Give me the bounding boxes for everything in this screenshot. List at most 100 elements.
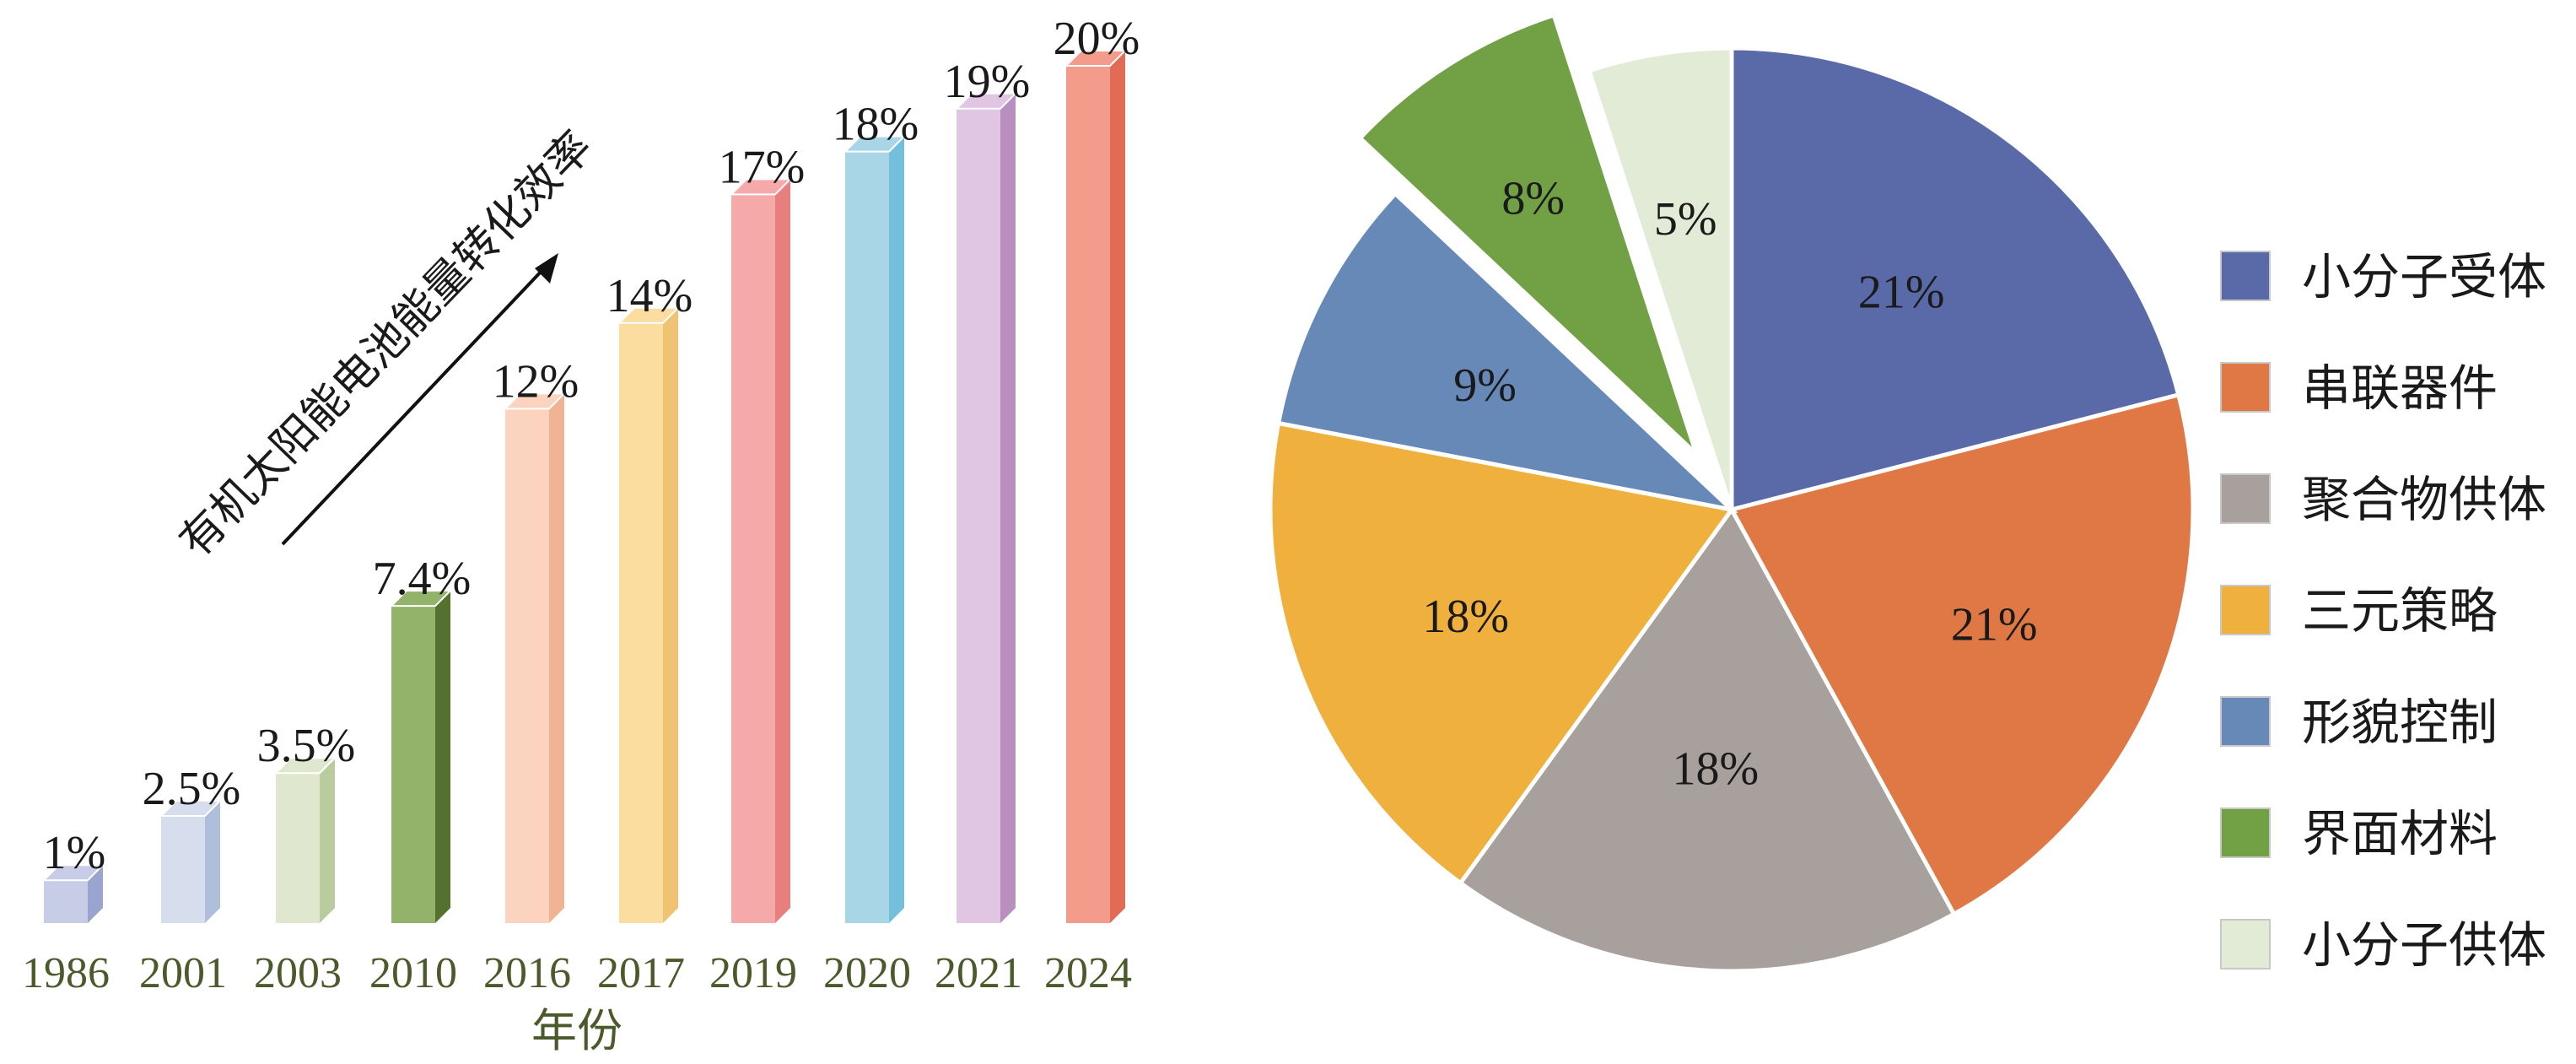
bar-top-1986 bbox=[41, 864, 105, 882]
x-tick-label: 2003 bbox=[254, 949, 342, 997]
bar-2001 bbox=[159, 800, 223, 923]
legend-item: 小分子受体 bbox=[2220, 248, 2546, 305]
bar-top-2021 bbox=[954, 92, 1018, 110]
pie-slice-4 bbox=[1268, 420, 1736, 887]
pie-slice-label: 21% bbox=[1951, 599, 2038, 651]
bar-side-2021 bbox=[1000, 93, 1016, 924]
pie-slice-label: 9% bbox=[1453, 359, 1517, 412]
legend-swatch bbox=[2220, 251, 2271, 301]
bar-side-2019 bbox=[775, 179, 790, 923]
bar-side-2001 bbox=[205, 801, 220, 923]
bar-2017 bbox=[617, 306, 681, 923]
legend-label: 三元策略 bbox=[2302, 582, 2498, 640]
pie-slice-label: 18% bbox=[1672, 743, 1759, 796]
pie-slice-label: 21% bbox=[1858, 267, 1945, 319]
pie-slice-5 bbox=[1275, 191, 1738, 514]
bar-value-label: 7.4% bbox=[373, 553, 472, 605]
legend-swatch bbox=[2220, 585, 2271, 635]
bar-2021 bbox=[954, 92, 1018, 924]
bar-side-2010 bbox=[435, 591, 450, 923]
bar-value-label: 19% bbox=[944, 56, 1031, 108]
legend-item: 界面材料 bbox=[2220, 805, 2498, 862]
legend-swatch bbox=[2220, 807, 2271, 858]
bar-side-2003 bbox=[320, 758, 335, 923]
x-tick-label: 2024 bbox=[1044, 949, 1132, 997]
bar-top-2001 bbox=[159, 800, 223, 817]
bar-2019 bbox=[729, 178, 793, 923]
legend-swatch bbox=[2220, 362, 2271, 413]
trend-arrow bbox=[281, 253, 558, 546]
bar-2024 bbox=[1064, 50, 1128, 923]
x-tick-label: 2001 bbox=[139, 949, 227, 997]
trend-arrow-line bbox=[281, 267, 546, 546]
x-axis-title: 年份 bbox=[531, 1004, 622, 1057]
x-tick-label: 2021 bbox=[935, 949, 1022, 997]
bar-side-2016 bbox=[549, 393, 564, 923]
pie-slice-6 bbox=[1356, 12, 1699, 456]
legend-swatch bbox=[2220, 473, 2271, 524]
bar-2020 bbox=[843, 135, 907, 924]
bar-2010 bbox=[389, 590, 453, 923]
legend-label: 小分子受体 bbox=[2302, 248, 2546, 305]
bar-front-2001 bbox=[161, 816, 205, 923]
legend-swatch bbox=[2220, 696, 2271, 747]
bar-top-2016 bbox=[503, 392, 567, 410]
legend-item: 聚合物供体 bbox=[2220, 471, 2546, 528]
bar-front-2020 bbox=[845, 151, 889, 924]
legend-label: 串联器件 bbox=[2302, 359, 2498, 417]
legend-item: 形貌控制 bbox=[2220, 694, 2498, 751]
legend-label: 形貌控制 bbox=[2302, 694, 2498, 751]
bar-front-2019 bbox=[731, 194, 775, 923]
x-tick-label: 2020 bbox=[823, 949, 911, 997]
bar-front-2010 bbox=[391, 606, 435, 923]
legend-swatch bbox=[2220, 919, 2271, 969]
bar-value-label: 17% bbox=[719, 141, 806, 193]
bar-2016 bbox=[503, 392, 567, 923]
x-tick-label: 2019 bbox=[709, 949, 797, 997]
x-tick-label: 1986 bbox=[22, 949, 110, 997]
bar-top-2019 bbox=[729, 178, 793, 196]
research-share-pie-chart: 21% 21% 18% 18% 9% 8% 5% bbox=[1268, 12, 2196, 974]
bar-value-label: 12% bbox=[493, 355, 579, 408]
pie-slice-2 bbox=[1728, 392, 2196, 917]
trend-arrow-head bbox=[535, 253, 558, 284]
bar-1986 bbox=[41, 864, 105, 923]
pie-slice-7 bbox=[1586, 46, 1734, 510]
bar-value-label: 3.5% bbox=[257, 720, 356, 772]
bar-top-2024 bbox=[1064, 50, 1128, 67]
bar-2003 bbox=[273, 757, 337, 923]
pie-slice-1 bbox=[1729, 46, 2181, 513]
legend-label: 小分子供体 bbox=[2302, 916, 2546, 974]
pie-slice-label: 5% bbox=[1654, 193, 1717, 246]
bar-top-2003 bbox=[273, 757, 337, 775]
bar-value-label: 14% bbox=[606, 270, 693, 322]
x-tick-label: 2017 bbox=[597, 949, 685, 997]
bar-front-2016 bbox=[505, 408, 549, 923]
bar-front-1986 bbox=[44, 880, 88, 923]
pie-slice-label: 18% bbox=[1422, 591, 1509, 643]
bar-top-2017 bbox=[617, 306, 681, 324]
bar-front-2003 bbox=[276, 773, 320, 923]
legend-item: 小分子供体 bbox=[2220, 916, 2546, 974]
bar-value-label: 2.5% bbox=[143, 763, 241, 815]
pie-slice-label: 8% bbox=[1501, 172, 1565, 224]
bar-top-2020 bbox=[843, 135, 907, 153]
bar-side-2020 bbox=[889, 136, 904, 924]
bar-top-2010 bbox=[389, 590, 453, 608]
x-tick-label: 2016 bbox=[483, 949, 571, 997]
bar-value-label: 18% bbox=[833, 99, 919, 151]
legend-item: 三元策略 bbox=[2220, 582, 2498, 640]
bar-side-2017 bbox=[663, 307, 678, 923]
bar-side-2024 bbox=[1110, 51, 1125, 923]
x-tick-label: 2010 bbox=[369, 949, 457, 997]
bar-front-2021 bbox=[957, 108, 1000, 924]
bar-value-label: 1% bbox=[43, 827, 106, 879]
bar-value-label: 20% bbox=[1054, 13, 1140, 65]
efficiency-bar-chart: 1% 1986 2.5% 2001 3.5% 2003 7.4% 2010 12% 2016 14%… bbox=[22, 13, 1140, 1057]
legend-label: 界面材料 bbox=[2302, 805, 2498, 862]
bar-front-2017 bbox=[619, 322, 663, 923]
bar-front-2024 bbox=[1066, 66, 1110, 923]
legend-label: 聚合物供体 bbox=[2302, 471, 2546, 528]
